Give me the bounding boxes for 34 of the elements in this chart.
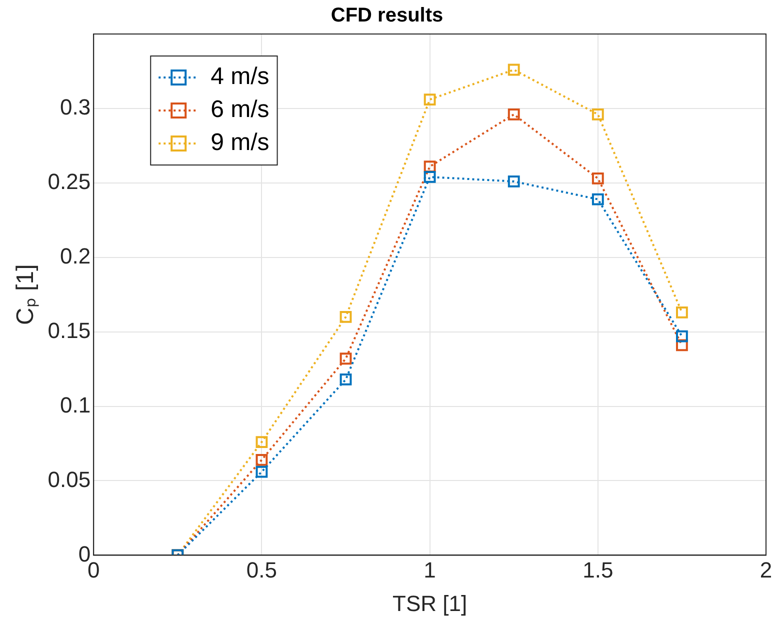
y-tick-label: 0.05 [48, 466, 91, 492]
y-tick-label: 0.1 [60, 392, 91, 418]
point [340, 310, 352, 323]
point [340, 374, 352, 386]
legend-label: 6 m/s [210, 96, 270, 124]
point [424, 171, 436, 183]
chart-title: CFD results [330, 4, 444, 27]
y-tick-label: 0.25 [48, 168, 91, 194]
point [592, 193, 604, 206]
point [424, 160, 436, 172]
x-tick-label: 2 [760, 557, 772, 582]
x-axis-title: TSR [1] [392, 590, 468, 616]
y-tick-label: 0.2 [60, 243, 91, 268]
point [508, 64, 520, 76]
point [508, 175, 520, 188]
legend-label: 4 m/s [210, 63, 270, 90]
point [592, 108, 604, 120]
x-tick-label: 1 [424, 557, 436, 582]
point [676, 330, 688, 342]
point [592, 172, 604, 184]
point [256, 466, 268, 478]
point [676, 339, 688, 352]
point [256, 454, 268, 466]
point [340, 352, 352, 365]
point [256, 436, 268, 448]
x-tick-label: 0.5 [246, 557, 278, 582]
legend-label: 9 m/s [210, 129, 270, 156]
y-axis-title: Cₚ [1] [12, 264, 40, 325]
y-tick-label: 0.3 [60, 94, 91, 120]
y-tick-label: 0.15 [48, 318, 91, 343]
point [676, 306, 688, 318]
point [508, 108, 520, 120]
x-tick-label: 1.5 [582, 557, 614, 582]
point [424, 94, 436, 106]
